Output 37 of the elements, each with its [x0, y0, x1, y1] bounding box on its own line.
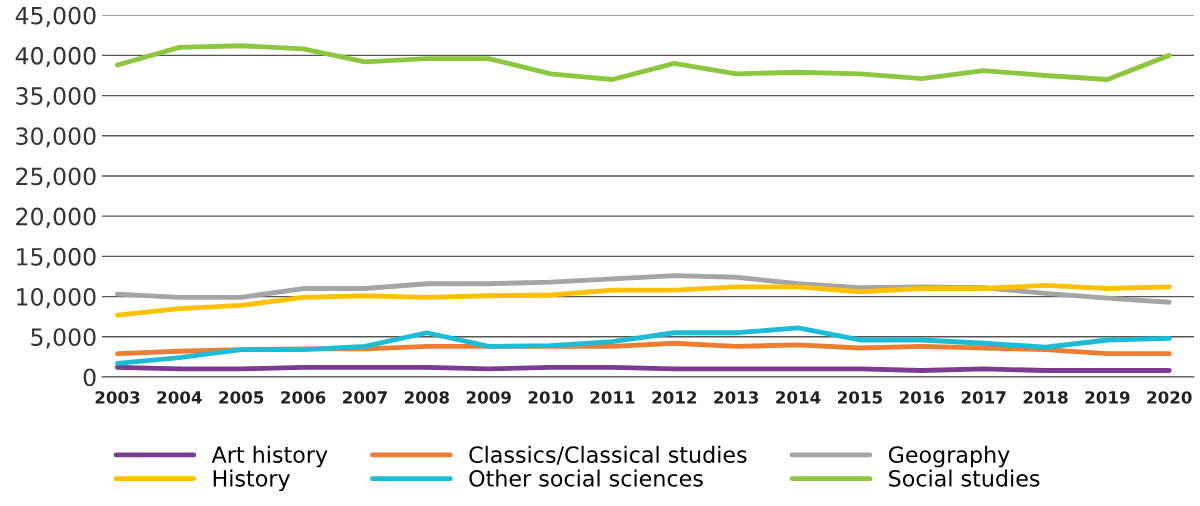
- legend-label: Classics/Classical studies: [469, 445, 747, 465]
- x-tick-label: 2003: [95, 391, 140, 404]
- x-tick-label: 2012: [652, 391, 697, 404]
- line-series: [115, 282, 1172, 318]
- legend-label: Art history: [211, 445, 328, 468]
- x-tick-label: 2019: [1085, 391, 1130, 404]
- x-tick-label: 2013: [714, 391, 759, 404]
- x-tick-label: 2017: [961, 391, 1006, 404]
- line-series: [115, 325, 1172, 366]
- x-tick-label: 2008: [404, 391, 449, 404]
- x-tick-label: 2006: [281, 391, 326, 404]
- y-tick-label: 30,000: [16, 127, 96, 148]
- x-tick-label: 2020: [1147, 391, 1192, 404]
- legend-label: Social studies: [889, 469, 1040, 487]
- x-tick-label: 2005: [219, 391, 264, 404]
- x-tick-label: 2011: [590, 391, 635, 404]
- y-tick-label: 0: [83, 368, 96, 387]
- x-tick-label: 2016: [899, 391, 945, 404]
- y-tick-label: 25,000: [16, 167, 96, 188]
- x-tick-label: 2009: [466, 391, 511, 404]
- y-tick-label: 40,000: [15, 46, 96, 68]
- x-tick-label: 2004: [157, 391, 202, 404]
- y-tick-label: 10,000: [17, 288, 96, 309]
- y-tick-label: 5,000: [31, 328, 96, 349]
- legend-label: History: [213, 469, 290, 492]
- x-tick-label: 2018: [1023, 391, 1068, 404]
- legend-label: Other social sciences: [469, 469, 703, 487]
- x-tick-label: 2014: [776, 391, 821, 404]
- y-tick-label: 15,000: [17, 247, 96, 269]
- legend-label: Geography: [888, 445, 1010, 468]
- x-tick-label: 2010: [528, 391, 573, 404]
- y-tick-label: 45,000: [15, 6, 96, 27]
- x-tick-label: 2007: [343, 391, 387, 404]
- x-tick-label: 2015: [838, 391, 882, 404]
- y-tick-label: 20,000: [16, 207, 96, 228]
- line-series: [115, 43, 1172, 82]
- y-tick-label: 35,000: [16, 87, 96, 108]
